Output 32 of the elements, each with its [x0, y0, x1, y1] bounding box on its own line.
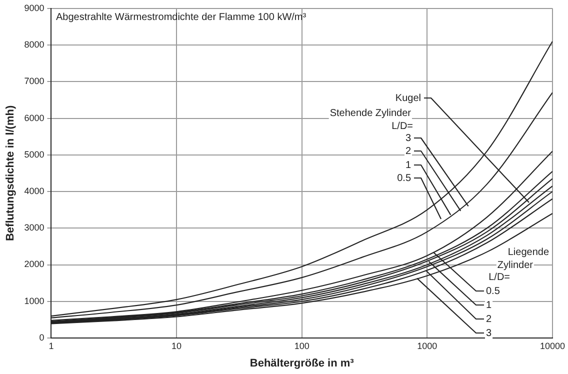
annotation: 0.5 [486, 286, 500, 297]
y-tick-label: 5000 [24, 149, 44, 160]
annotation: Kugel [395, 92, 421, 104]
y-tick-label: 1000 [24, 296, 44, 306]
annotation: 1 [405, 160, 412, 171]
annotation: 3 [405, 132, 412, 144]
x-tick-label: 1000 [417, 340, 438, 351]
x-tick-label: 10000 [540, 340, 565, 351]
annotation: 3 [486, 328, 492, 339]
annotation: Zylinder [497, 260, 534, 271]
annotation: 2 [486, 314, 492, 325]
x-axis-title: Behältergröße in m³ [250, 357, 354, 370]
annotation: 2 [405, 146, 412, 157]
annotation: Stehende Zylinder [330, 108, 412, 119]
annotation: 0.5 [397, 172, 412, 184]
y-tick-label: 6000 [24, 112, 44, 123]
y-tick-label: 9000 [24, 2, 44, 13]
x-tick-label: 10 [172, 340, 182, 351]
x-tick-label: 100 [294, 340, 310, 351]
annotation: Liegende [508, 246, 550, 258]
annotation: L/D= [488, 272, 510, 283]
y-tick-label: 7000 [24, 76, 44, 86]
y-tick-label: 4000 [24, 186, 44, 196]
y-tick-label: 2000 [24, 259, 44, 270]
annotation: 1 [486, 300, 492, 311]
y-axis-title: Beflutungsdichte in l/(mh) [4, 105, 17, 242]
x-tick-label: 1 [48, 340, 54, 351]
y-tick-label: 0 [39, 332, 44, 342]
annotation: L/D= [392, 120, 414, 132]
y-tick-label: 8000 [24, 40, 44, 50]
chart-title: Abgestrahlte Wärmestromdichte der Flamme 100 kW/m³ [56, 12, 306, 23]
y-tick-label: 3000 [24, 222, 44, 233]
